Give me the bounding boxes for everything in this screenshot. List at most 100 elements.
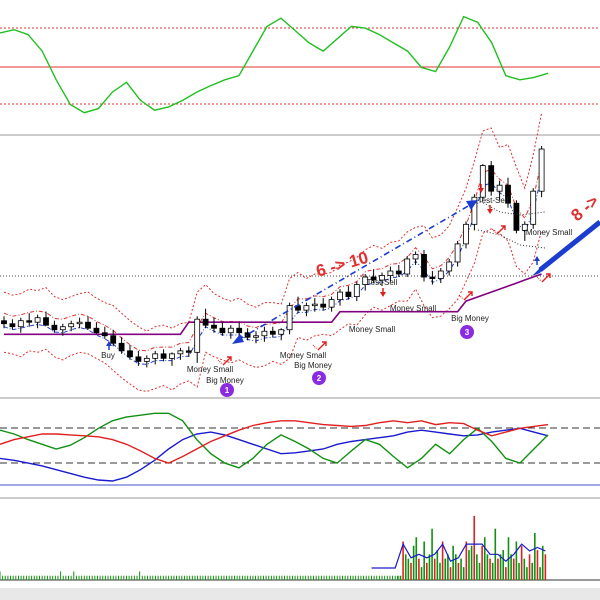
candle bbox=[429, 271, 436, 285]
bull-candle-body bbox=[530, 190, 537, 225]
candle bbox=[538, 146, 545, 198]
candle bbox=[521, 221, 528, 241]
bull-candle-body bbox=[437, 270, 444, 279]
target-annotation: 8 -> bbox=[567, 191, 600, 225]
red-down-arrow-icon bbox=[487, 209, 493, 214]
bear-candle-body bbox=[219, 327, 226, 334]
mid-band-line bbox=[3, 160, 543, 352]
red-buy-signal-icon bbox=[541, 273, 551, 283]
candle bbox=[404, 255, 411, 278]
bear-candle-body bbox=[9, 323, 16, 328]
red-buy-signal-icon bbox=[222, 356, 232, 366]
red-buy-signal-icon bbox=[496, 225, 506, 235]
bull-candle-body bbox=[521, 223, 528, 231]
bear-candle-body bbox=[236, 327, 243, 334]
bear-candle-body bbox=[26, 320, 33, 323]
bull-candle-body bbox=[253, 335, 259, 338]
candle bbox=[412, 251, 419, 265]
blue-up-arrow-icon bbox=[106, 341, 112, 346]
candle bbox=[51, 320, 58, 333]
candle bbox=[211, 317, 217, 333]
bull-candle-body bbox=[34, 317, 41, 323]
candle bbox=[85, 316, 91, 330]
candle bbox=[278, 328, 285, 341]
candle bbox=[169, 352, 175, 366]
bear-candle-body bbox=[160, 353, 167, 359]
signal-label: Test-Sell bbox=[367, 278, 398, 287]
candle bbox=[328, 296, 335, 312]
bear-candle-body bbox=[320, 303, 327, 308]
bear-candle-body bbox=[118, 342, 125, 352]
bear-candle-body bbox=[127, 350, 133, 358]
bull-candle-body bbox=[379, 275, 385, 281]
bull-candle-body bbox=[337, 291, 343, 301]
bear-candle-body bbox=[1, 320, 7, 325]
red-buy-signal-icon bbox=[536, 276, 542, 282]
bear-candle-body bbox=[345, 291, 352, 298]
candle bbox=[345, 286, 352, 300]
bear-candle-body bbox=[202, 318, 209, 326]
bull-candle-body bbox=[479, 165, 486, 198]
bear-candle-body bbox=[505, 184, 511, 204]
candle bbox=[496, 180, 503, 201]
red-buy-signal-icon bbox=[491, 228, 497, 234]
signal-label: Money Small bbox=[526, 228, 572, 237]
bear-candle-body bbox=[370, 276, 377, 281]
signal-label: Buy bbox=[101, 351, 115, 360]
candle bbox=[9, 319, 16, 330]
step-badge-number: 2 bbox=[317, 374, 322, 383]
step-badge-3 bbox=[460, 325, 474, 339]
red-down-arrow-icon bbox=[380, 292, 386, 297]
bull-candle-body bbox=[286, 305, 293, 331]
bear-candle-body bbox=[51, 324, 58, 331]
candle bbox=[387, 266, 394, 282]
bull-candle-body bbox=[17, 320, 24, 328]
candle bbox=[68, 320, 75, 332]
candle bbox=[320, 298, 327, 311]
target-arrow-line bbox=[538, 220, 600, 272]
candle bbox=[505, 177, 511, 208]
bull-candle-body bbox=[328, 299, 335, 308]
candle bbox=[362, 274, 369, 291]
minus-di-line bbox=[0, 420, 549, 464]
red-buy-signal-icon bbox=[217, 359, 223, 365]
step-badge-number: 3 bbox=[465, 328, 470, 337]
volume-average-line bbox=[371, 542, 546, 569]
signal-label: Money Small bbox=[390, 304, 436, 313]
candle bbox=[185, 346, 192, 357]
bull-candle-body bbox=[387, 270, 394, 276]
candle bbox=[127, 344, 133, 360]
candle bbox=[311, 298, 318, 312]
bull-candle-body bbox=[463, 223, 469, 245]
support-line bbox=[4, 273, 542, 336]
bull-candle-body bbox=[227, 327, 234, 334]
signal-label: Test-Sell bbox=[478, 196, 509, 205]
bull-candle-body bbox=[278, 329, 285, 335]
bull-candle-body bbox=[76, 321, 83, 325]
candle bbox=[202, 308, 209, 329]
signal-label: Big Money bbox=[206, 376, 244, 385]
scrollbar-track bbox=[0, 588, 600, 600]
projection-arrowtail bbox=[232, 334, 244, 344]
bull-candle-body bbox=[68, 323, 75, 328]
bull-candle-body bbox=[311, 303, 318, 307]
bear-candle-body bbox=[43, 317, 49, 326]
bull-candle-body bbox=[177, 350, 184, 355]
candle bbox=[370, 269, 377, 284]
candle bbox=[286, 302, 293, 335]
candle bbox=[513, 200, 520, 234]
candle bbox=[463, 221, 469, 249]
target-arrowhead bbox=[532, 262, 546, 276]
bear-candle-body bbox=[135, 356, 142, 362]
bull-candle-body bbox=[353, 284, 360, 298]
candle bbox=[353, 281, 360, 302]
signal-label: Big Money bbox=[451, 314, 489, 323]
candle bbox=[471, 194, 478, 231]
candle bbox=[395, 264, 402, 278]
candle bbox=[160, 349, 167, 362]
oscillator-series-line bbox=[0, 15, 549, 114]
projection-arrowhead bbox=[466, 200, 478, 210]
bull-candle-body bbox=[169, 353, 175, 359]
candle bbox=[93, 322, 100, 335]
